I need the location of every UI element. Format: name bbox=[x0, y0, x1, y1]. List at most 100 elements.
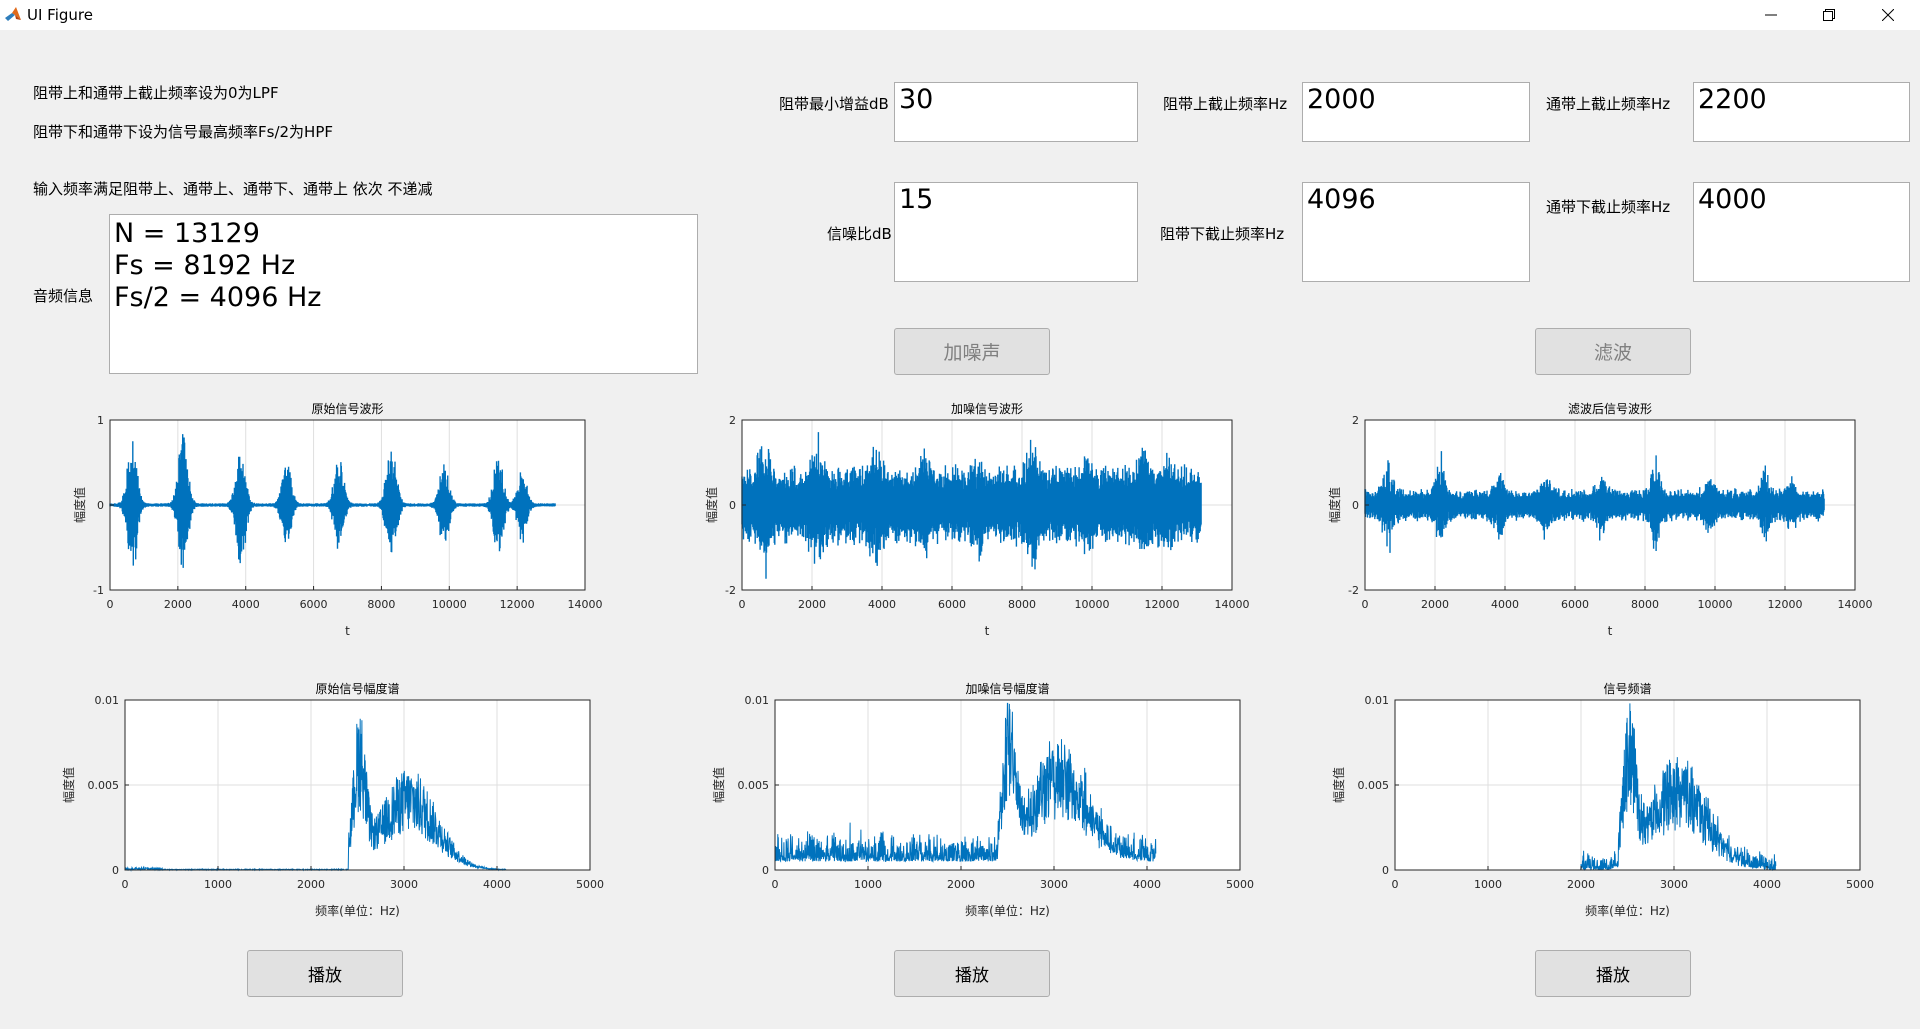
x-tick-label: 2000 bbox=[164, 598, 192, 611]
snr-field[interactable]: 15 bbox=[894, 182, 1138, 282]
x-tick-label: 10000 bbox=[432, 598, 467, 611]
y-axis-label: 幅度值 bbox=[704, 487, 719, 523]
x-axis-label: 频率(单位：Hz) bbox=[965, 903, 1050, 918]
close-button[interactable] bbox=[1864, 0, 1912, 30]
stop-upper-field[interactable]: 2000 bbox=[1302, 82, 1530, 142]
series-line bbox=[774, 702, 1157, 864]
audio-info-line: Fs/2 = 4096 Hz bbox=[114, 282, 322, 313]
x-tick-label: 3000 bbox=[1660, 878, 1688, 891]
y-axis-label: 幅度值 bbox=[711, 767, 726, 803]
pass-upper-field[interactable]: 2200 bbox=[1693, 82, 1910, 142]
stop-lower-field[interactable]: 4096 bbox=[1302, 182, 1530, 282]
play-original-button[interactable]: 播放 bbox=[247, 950, 403, 997]
audio-info-box[interactable]: N = 13129 Fs = 8192 Hz Fs/2 = 4096 Hz bbox=[109, 214, 698, 374]
x-tick-label: 8000 bbox=[1631, 598, 1659, 611]
x-tick-label: 2000 bbox=[1567, 878, 1595, 891]
x-tick-label: 8000 bbox=[367, 598, 395, 611]
x-tick-label: 5000 bbox=[1846, 878, 1874, 891]
y-tick-label: 0 bbox=[729, 499, 736, 512]
filtered-waveform-chart: 0 2000 4000 6000 8000 10000 12000 14000-202滤波后信… bbox=[1327, 402, 1873, 638]
stop-gain-field[interactable]: 30 bbox=[894, 82, 1138, 142]
x-tick-label: 2000 bbox=[798, 598, 826, 611]
x-tick-label: 0 bbox=[772, 878, 779, 891]
x-tick-label: 14000 bbox=[1838, 598, 1873, 611]
x-tick-label: 10000 bbox=[1075, 598, 1110, 611]
x-tick-label: 14000 bbox=[568, 598, 603, 611]
y-tick-label: 0.01 bbox=[745, 694, 770, 707]
x-tick-label: 1000 bbox=[854, 878, 882, 891]
y-tick-label: 2 bbox=[1352, 414, 1359, 427]
play-filtered-button[interactable]: 播放 bbox=[1535, 950, 1691, 997]
chart-title: 信号频谱 bbox=[1603, 682, 1651, 696]
x-tick-label: 10000 bbox=[1698, 598, 1733, 611]
pass-upper-label: 通带上截止频率Hz bbox=[1546, 95, 1671, 113]
window-title: UI Figure bbox=[27, 6, 93, 24]
y-tick-label: 0.01 bbox=[95, 694, 120, 707]
y-tick-label: 0 bbox=[762, 864, 769, 877]
chart-title: 原始信号波形 bbox=[311, 402, 383, 416]
x-tick-label: 8000 bbox=[1008, 598, 1036, 611]
add-noise-button[interactable]: 加噪声 bbox=[894, 328, 1050, 375]
x-axis-label: 频率(单位：Hz) bbox=[1585, 903, 1670, 918]
x-tick-label: 0 bbox=[122, 878, 129, 891]
minimize-icon bbox=[1765, 14, 1777, 16]
chart-title: 滤波后信号波形 bbox=[1568, 402, 1652, 416]
order-hint: 输入频率满足阻带上、通带上、通带下、通带上 依次 不递减 bbox=[33, 180, 433, 198]
stop-lower-label: 阻带下截止频率Hz bbox=[1160, 225, 1285, 243]
x-axis-label: t bbox=[1608, 624, 1613, 638]
y-tick-label: 1 bbox=[97, 414, 104, 427]
x-tick-label: 0 bbox=[107, 598, 114, 611]
x-tick-label: 4000 bbox=[1491, 598, 1519, 611]
original-waveform-chart: 0 2000 4000 6000 8000 10000 12000 14000-101原始信号… bbox=[72, 402, 603, 638]
x-tick-label: 2000 bbox=[947, 878, 975, 891]
y-axis-label: 幅度值 bbox=[1327, 487, 1342, 523]
x-tick-label: 3000 bbox=[390, 878, 418, 891]
snr-label: 信噪比dB bbox=[827, 225, 892, 243]
lpf-hint: 阻带上和通带上截止频率设为0为LPF bbox=[33, 84, 279, 102]
y-tick-label: 0 bbox=[97, 499, 104, 512]
x-tick-label: 1000 bbox=[1474, 878, 1502, 891]
chart-title: 加噪信号幅度谱 bbox=[965, 681, 1049, 696]
x-tick-label: 4000 bbox=[232, 598, 260, 611]
x-tick-label: 2000 bbox=[1421, 598, 1449, 611]
x-tick-label: 0 bbox=[1392, 878, 1399, 891]
y-tick-label: 0.01 bbox=[1365, 694, 1390, 707]
y-tick-label: 0.005 bbox=[1358, 779, 1390, 792]
y-tick-label: 2 bbox=[729, 414, 736, 427]
close-icon bbox=[1882, 9, 1894, 21]
stop-gain-label: 阻带最小增益dB bbox=[779, 95, 889, 113]
audio-info-line: N = 13129 bbox=[114, 218, 260, 249]
x-tick-label: 12000 bbox=[1768, 598, 1803, 611]
x-tick-label: 3000 bbox=[1040, 878, 1068, 891]
x-tick-label: 1000 bbox=[204, 878, 232, 891]
play-noisy-button[interactable]: 播放 bbox=[894, 950, 1050, 997]
x-tick-label: 2000 bbox=[297, 878, 325, 891]
filtered-spectrum-chart: 0 1000 2000 3000 4000 5000 0 0.005 0.01 信号频谱频率(单位… bbox=[1331, 682, 1874, 918]
y-axis-label: 幅度值 bbox=[72, 487, 87, 523]
x-tick-label: 0 bbox=[739, 598, 746, 611]
restore-icon bbox=[1823, 9, 1835, 21]
pass-lower-field[interactable]: 4000 bbox=[1693, 182, 1910, 282]
x-tick-label: 12000 bbox=[500, 598, 535, 611]
minimize-button[interactable] bbox=[1747, 0, 1795, 30]
x-tick-label: 4000 bbox=[1133, 878, 1161, 891]
x-tick-label: 4000 bbox=[868, 598, 896, 611]
matlab-icon bbox=[5, 7, 21, 21]
y-tick-label: -2 bbox=[1348, 584, 1359, 597]
x-tick-label: 4000 bbox=[1753, 878, 1781, 891]
restore-button[interactable] bbox=[1805, 0, 1853, 30]
audio-info-line: Fs = 8192 Hz bbox=[114, 250, 296, 281]
x-axis-label: 频率(单位：Hz) bbox=[315, 903, 400, 918]
chart-title: 加噪信号波形 bbox=[951, 402, 1023, 416]
y-tick-label: 0 bbox=[112, 864, 119, 877]
pass-lower-label: 通带下截止频率Hz bbox=[1546, 198, 1671, 216]
filter-button[interactable]: 滤波 bbox=[1535, 328, 1691, 375]
x-tick-label: 6000 bbox=[938, 598, 966, 611]
y-axis-label: 幅度值 bbox=[61, 767, 76, 803]
x-tick-label: 6000 bbox=[1561, 598, 1589, 611]
y-tick-label: 0.005 bbox=[738, 779, 770, 792]
stop-upper-label: 阻带上截止频率Hz bbox=[1163, 95, 1288, 113]
x-tick-label: 14000 bbox=[1215, 598, 1250, 611]
x-tick-label: 12000 bbox=[1145, 598, 1180, 611]
noisy-spectrum-chart: 0 1000 2000 3000 4000 5000 0 0.005 0.01 加噪信号幅度谱频率… bbox=[711, 681, 1254, 918]
